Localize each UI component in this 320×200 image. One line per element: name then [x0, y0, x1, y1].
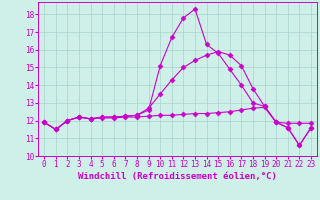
X-axis label: Windchill (Refroidissement éolien,°C): Windchill (Refroidissement éolien,°C) [78, 172, 277, 181]
